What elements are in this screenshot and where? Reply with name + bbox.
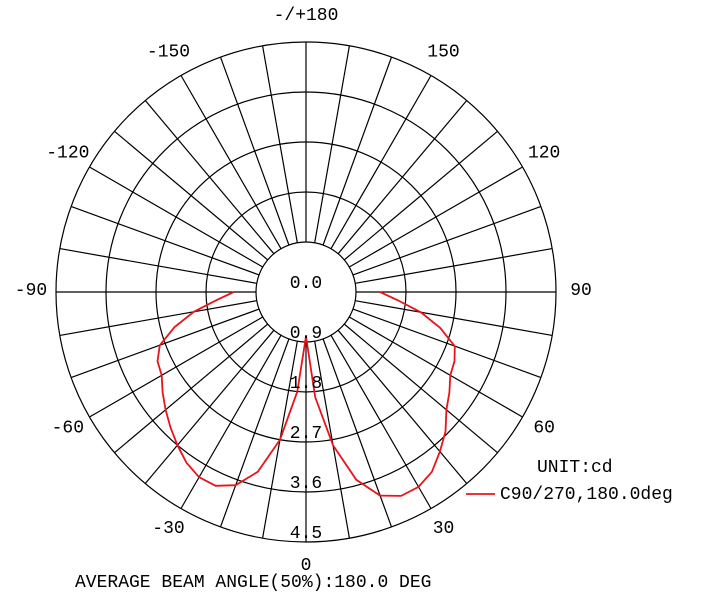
angle-tick-label: -150: [147, 43, 190, 63]
angle-tick-label: 0: [301, 556, 312, 576]
spoke: [349, 166, 523, 268]
spoke: [114, 323, 269, 454]
caption: AVERAGE BEAM ANGLE(50%):180.0 DEG: [75, 573, 431, 593]
spoke: [337, 100, 468, 255]
angle-tick-label: -120: [46, 143, 89, 163]
r-tick-label: 0.9: [290, 324, 322, 344]
spoke: [330, 335, 432, 509]
angle-tick-label: -60: [52, 418, 84, 438]
r-tick-label: 2.7: [290, 424, 322, 444]
spoke: [70, 308, 260, 379]
spoke: [352, 205, 542, 276]
angle-tick-label: -/+180: [274, 6, 339, 26]
spoke: [59, 300, 257, 337]
spoke: [355, 247, 553, 284]
spoke: [261, 45, 298, 243]
spoke: [343, 130, 498, 261]
spoke: [180, 335, 282, 509]
angle-tick-label: 90: [570, 281, 592, 301]
unit-label: UNIT:cd: [537, 458, 613, 478]
legend-label: C90/270,180.0deg: [500, 485, 673, 505]
spoke: [219, 338, 290, 528]
spoke: [89, 316, 263, 418]
r-tick-label: 0.0: [290, 274, 322, 294]
angle-tick-label: 30: [433, 519, 455, 539]
spoke: [349, 316, 523, 418]
spoke: [89, 166, 263, 268]
spoke: [144, 100, 275, 255]
spoke: [114, 130, 269, 261]
spoke: [180, 75, 282, 249]
spoke: [355, 300, 553, 337]
angle-tick-label: 150: [427, 43, 459, 63]
r-tick-label: 4.5: [290, 524, 322, 544]
r-tick-label: 1.8: [290, 374, 322, 394]
r-tick-label: 3.6: [290, 474, 322, 494]
spoke: [330, 75, 432, 249]
spoke: [322, 56, 393, 246]
spoke: [352, 308, 542, 379]
spoke: [219, 56, 290, 246]
spoke: [70, 205, 260, 276]
spoke: [343, 323, 498, 454]
spoke: [322, 338, 393, 528]
spoke: [144, 329, 275, 484]
spoke: [314, 45, 351, 243]
series-line: [156, 291, 456, 497]
angle-tick-label: 60: [533, 418, 555, 438]
angle-tick-label: 120: [528, 143, 560, 163]
angle-tick-label: -90: [15, 281, 47, 301]
spoke: [59, 247, 257, 284]
spoke: [314, 341, 351, 539]
spoke: [337, 329, 468, 484]
angle-tick-label: -30: [152, 519, 184, 539]
